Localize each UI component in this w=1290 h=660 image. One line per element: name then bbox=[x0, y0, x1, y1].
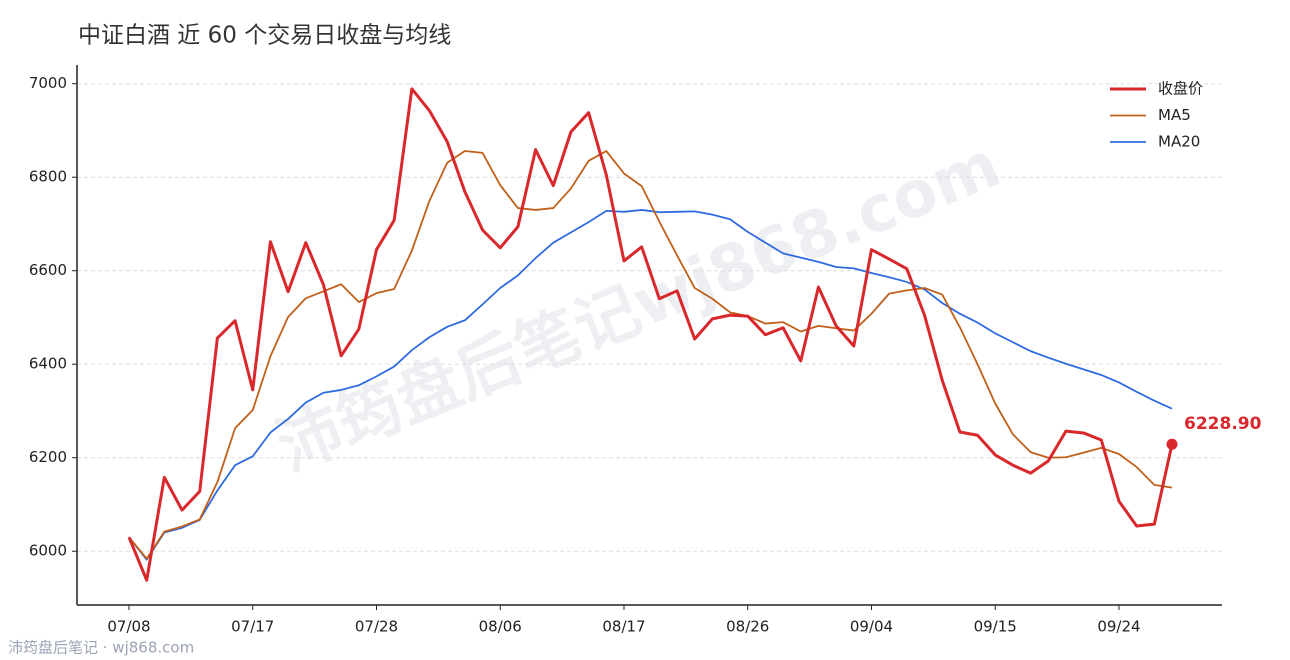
line-series bbox=[127, 87, 1174, 582]
y-tick-label: 6800 bbox=[29, 168, 67, 186]
x-tick-label: 09/24 bbox=[1097, 618, 1140, 636]
legend-label: MA5 bbox=[1158, 106, 1191, 124]
x-tick-label: 09/15 bbox=[974, 618, 1017, 636]
y-tick-label: 6200 bbox=[29, 448, 67, 466]
y-tick-label: 6600 bbox=[29, 261, 67, 279]
x-tick-label: 08/06 bbox=[479, 618, 522, 636]
x-tick-label: 07/28 bbox=[355, 618, 398, 636]
x-tick-label: 08/17 bbox=[602, 618, 645, 636]
legend-label: 收盘价 bbox=[1158, 80, 1203, 98]
legend-label: MA20 bbox=[1158, 133, 1200, 151]
watermark: 沛筠盘后笔记wj868.com bbox=[267, 128, 1010, 486]
y-tick-label: 6400 bbox=[29, 355, 67, 373]
x-tick-label: 08/26 bbox=[726, 618, 769, 636]
end-point bbox=[1166, 438, 1178, 450]
x-tick-label: 07/08 bbox=[107, 618, 150, 636]
footer: 沛筠盘后笔记 · wj868.com bbox=[8, 639, 194, 657]
line-series bbox=[128, 209, 1173, 561]
x-tick-label: 09/04 bbox=[850, 618, 893, 636]
line-series bbox=[128, 150, 1173, 560]
value-label: 6228.90 bbox=[1184, 414, 1262, 434]
y-tick-label: 6000 bbox=[29, 542, 67, 560]
y-tick-label: 7000 bbox=[29, 74, 67, 92]
x-tick-label: 07/17 bbox=[231, 618, 274, 636]
chart-title: 中证白酒 近 60 个交易日收盘与均线 bbox=[78, 23, 451, 49]
